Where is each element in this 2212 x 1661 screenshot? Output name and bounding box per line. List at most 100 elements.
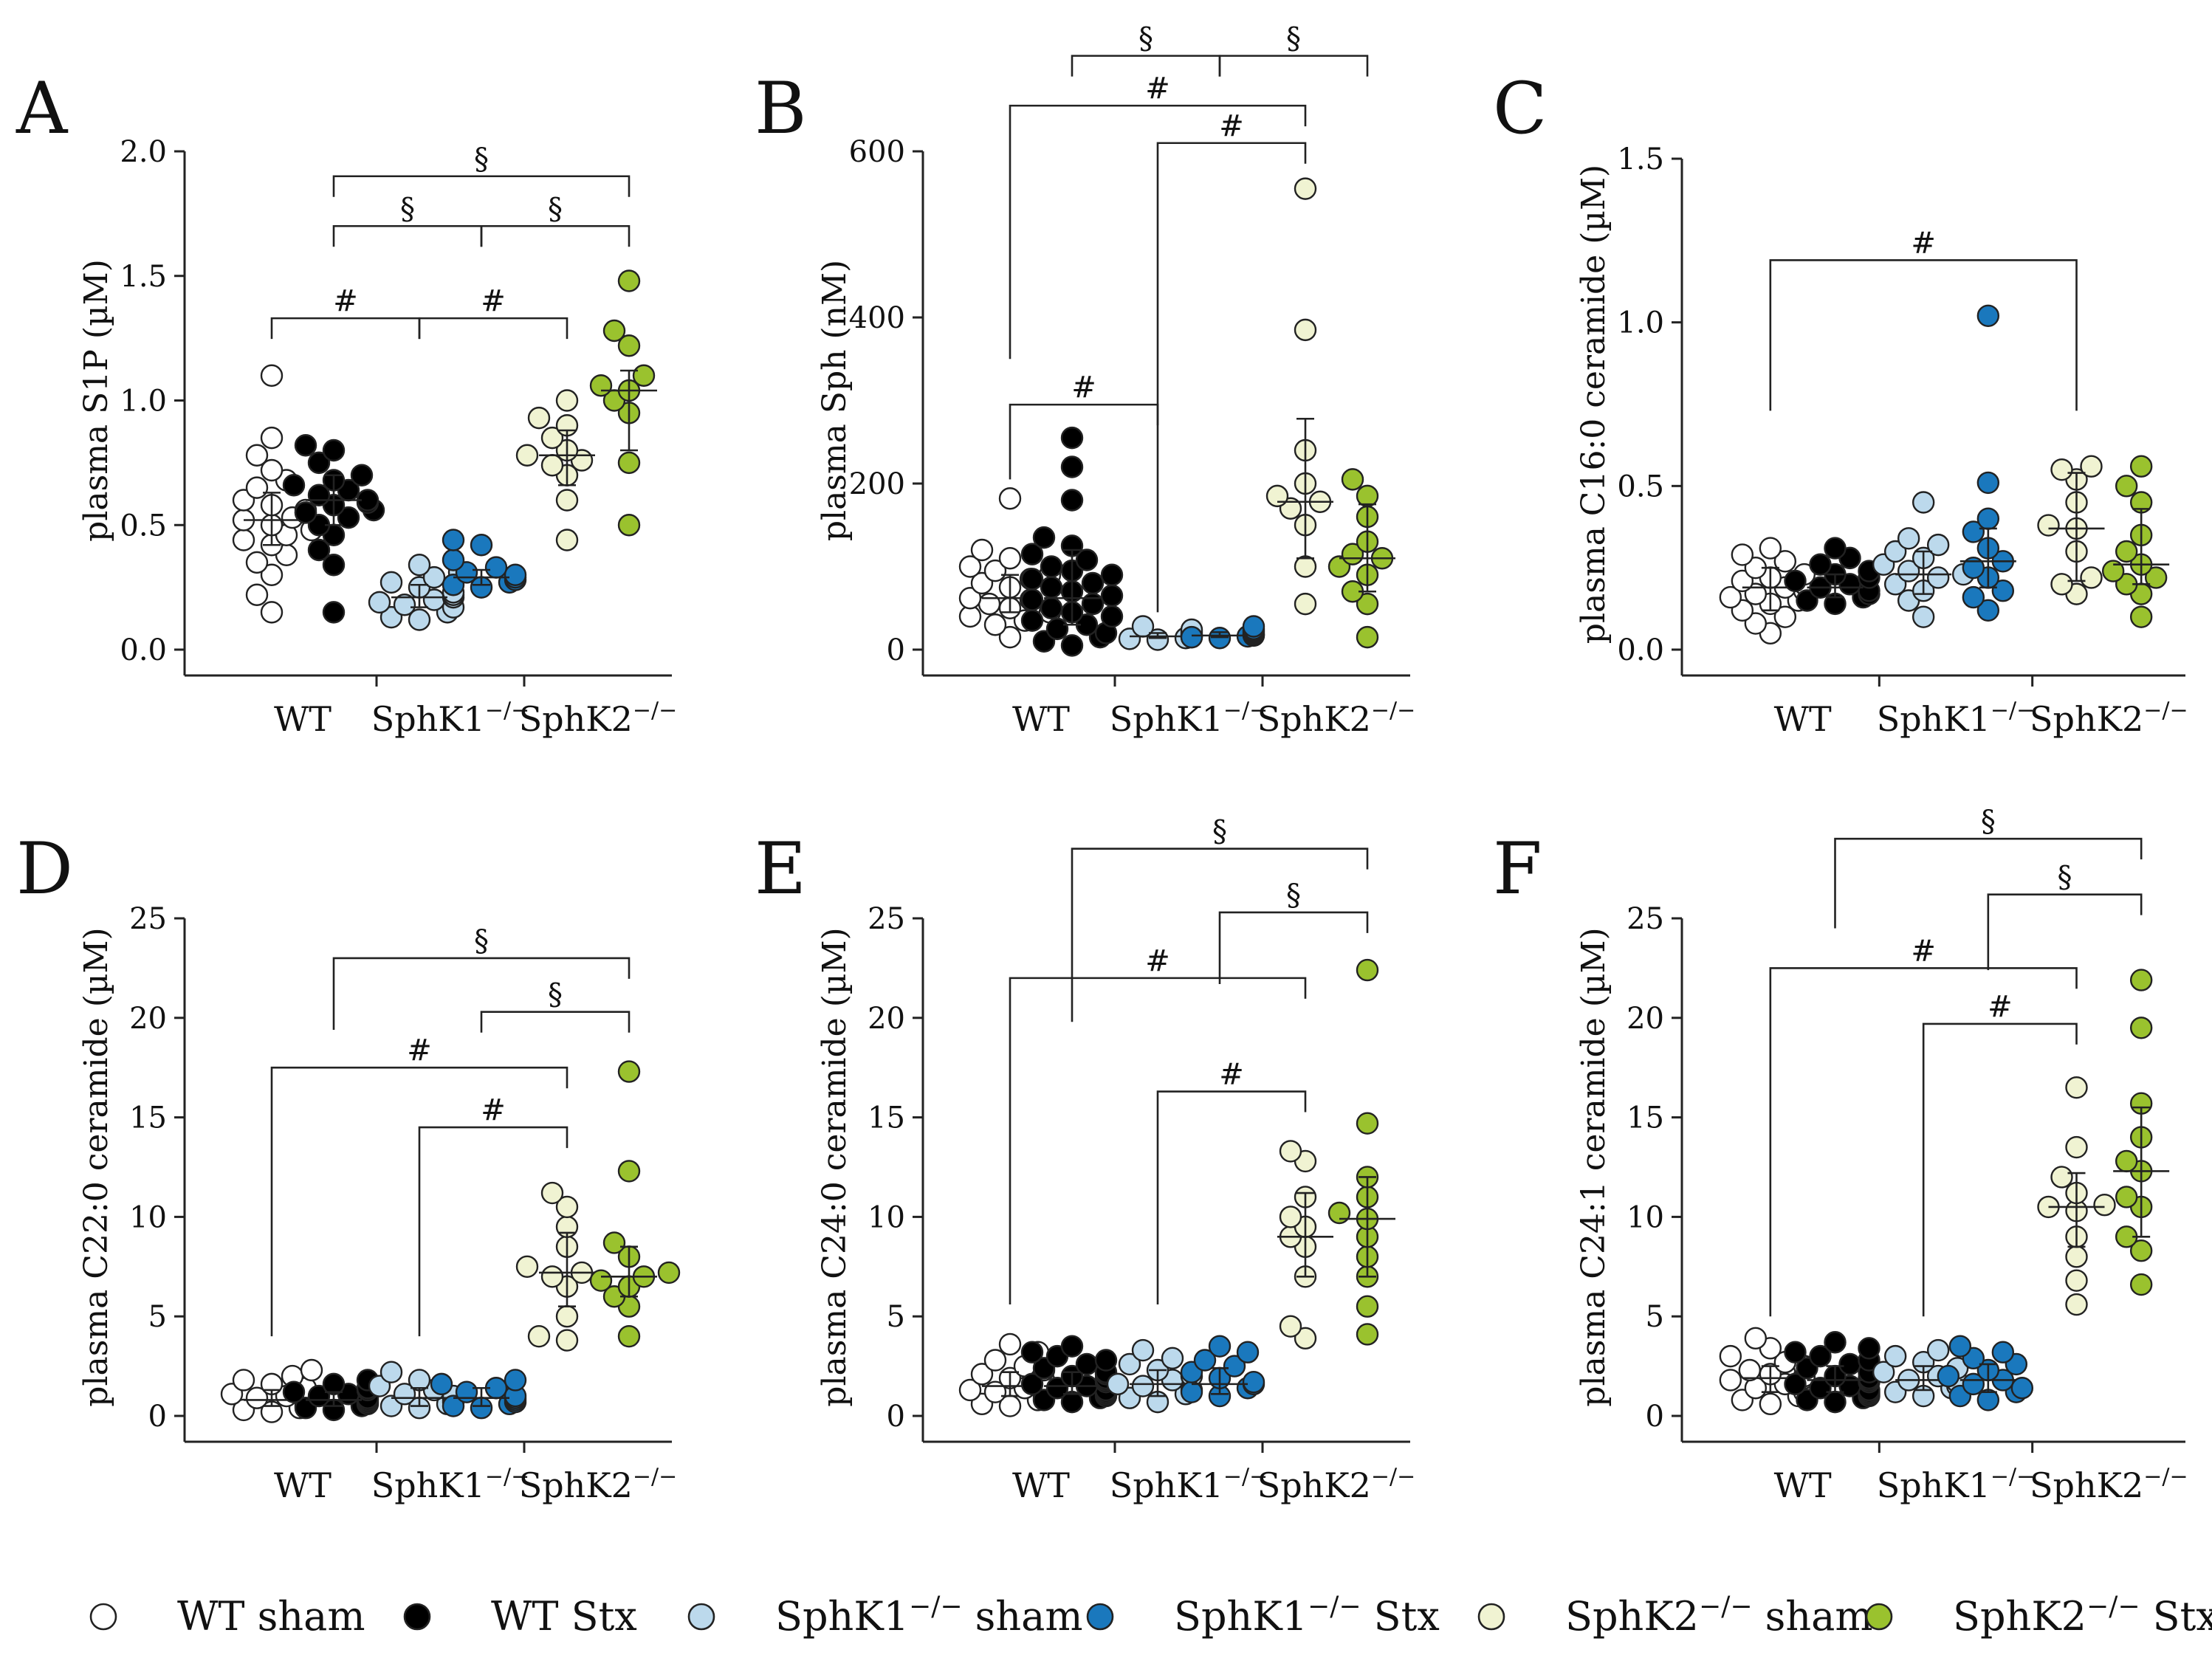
data-point xyxy=(1060,1335,1084,1358)
data-point xyxy=(1784,1341,1807,1363)
data-point xyxy=(1242,615,1265,638)
data-point xyxy=(1948,1335,1972,1358)
series-sphk2-sham xyxy=(2037,1076,2116,1316)
category-label: SphK1−/− xyxy=(371,1464,530,1505)
data-point xyxy=(1327,1201,1351,1225)
data-point xyxy=(2115,540,2138,563)
data-point xyxy=(1883,1344,1907,1368)
data-point xyxy=(1294,1327,1317,1350)
data-point xyxy=(1193,1349,1217,1372)
significance-bracket xyxy=(1156,142,1307,613)
significance-bracket xyxy=(1218,911,1369,984)
significance-bracket xyxy=(1156,1090,1307,1305)
data-point xyxy=(2037,514,2060,537)
series-wt-stx xyxy=(282,434,385,624)
significance-bracket xyxy=(270,1066,569,1337)
data-point xyxy=(260,563,284,586)
data-point xyxy=(1796,589,1818,612)
significance-label: § xyxy=(400,192,415,226)
data-point xyxy=(1744,1327,1768,1350)
significance-bracket xyxy=(332,224,483,247)
data-point xyxy=(1180,625,1203,649)
data-point xyxy=(2050,573,2073,596)
panel-letter: C xyxy=(1493,67,1547,150)
data-point xyxy=(1731,543,1754,566)
data-point xyxy=(1032,526,1056,549)
data-point xyxy=(245,444,269,467)
data-point xyxy=(2093,1194,2116,1217)
data-point xyxy=(1341,468,1364,491)
category-label: WT xyxy=(1012,1465,1070,1505)
data-point xyxy=(2065,1076,2088,1099)
data-point xyxy=(245,583,269,606)
category-label: SphK2−/− xyxy=(1257,1464,1416,1505)
significance-bracket xyxy=(418,1126,569,1337)
y-tick-label: 200 xyxy=(849,467,905,501)
category-label: WT xyxy=(274,699,332,739)
series-sphk2-sham xyxy=(1277,1140,1333,1350)
data-point xyxy=(1060,489,1084,512)
data-point xyxy=(2065,1135,2088,1159)
series-sphk2-stx xyxy=(2113,969,2170,1296)
data-point xyxy=(1161,1347,1184,1370)
legend-marker xyxy=(1086,1603,1114,1631)
significance-label: § xyxy=(1138,22,1153,56)
legend-item: SphK1−/− Stx xyxy=(1086,1592,1440,1640)
significance-bracket xyxy=(1009,977,1307,1305)
y-axis-label: plasma Sph (nM) xyxy=(816,260,853,541)
significance-bracket xyxy=(480,224,631,247)
data-point xyxy=(1759,1392,1782,1416)
panel-b: B 0 200 400 600 plasma Sph (nM) WT SphK1−/−SphK… xyxy=(755,22,1415,739)
data-point xyxy=(1020,543,1044,565)
data-point xyxy=(1991,1341,2015,1363)
series-sphk2-stx xyxy=(589,1060,681,1348)
data-point xyxy=(602,319,626,343)
data-point xyxy=(1294,592,1317,616)
series-sphk2-sham xyxy=(1265,177,1333,616)
data-point xyxy=(527,406,551,430)
data-point xyxy=(1223,1355,1246,1378)
y-tick-label: 15 xyxy=(1627,1101,1664,1135)
data-point xyxy=(2129,969,2153,991)
significance-label: § xyxy=(548,978,563,1012)
data-point xyxy=(1784,569,1807,593)
data-point xyxy=(245,551,269,574)
data-point xyxy=(1883,540,1907,563)
data-point xyxy=(1926,1338,1950,1362)
data-point xyxy=(1809,1344,1832,1368)
data-point xyxy=(2129,1239,2153,1262)
data-point xyxy=(1279,1206,1302,1228)
data-point xyxy=(1824,1331,1847,1354)
legend-item: SphK1−/− sham xyxy=(687,1592,1083,1640)
data-point xyxy=(1976,507,2000,530)
data-point xyxy=(2065,1293,2088,1316)
data-point xyxy=(379,571,403,594)
data-point xyxy=(1100,584,1124,608)
significance-label: # xyxy=(481,284,506,318)
panel-letter: F xyxy=(1493,828,1542,910)
data-point xyxy=(1265,484,1289,508)
panel-letter: A xyxy=(16,67,69,150)
panel-letter: E xyxy=(755,828,806,910)
legend-label: SphK1−/− sham xyxy=(775,1592,1083,1640)
data-point xyxy=(1356,1295,1379,1318)
category-label: SphK1−/− xyxy=(1110,1464,1268,1505)
data-point xyxy=(555,529,579,551)
data-point xyxy=(617,451,641,475)
y-tick-label: 15 xyxy=(129,1101,167,1135)
legend-label: WT Stx xyxy=(491,1593,637,1640)
data-point xyxy=(1081,571,1105,595)
data-point xyxy=(2080,566,2103,589)
significance-label: § xyxy=(1286,878,1301,912)
legend-label: SphK2−/− Stx xyxy=(1953,1592,2212,1640)
data-point xyxy=(1040,596,1063,619)
significance-label: # xyxy=(1145,944,1170,978)
data-point xyxy=(589,374,613,397)
y-tick-label: 0.5 xyxy=(1617,470,1664,503)
significance-label: § xyxy=(1286,22,1301,56)
significance-label: # xyxy=(1911,226,1936,260)
panel-d: D 0 5 10 15 20 25 plasma C22:0 ceramide (µM) WT S… xyxy=(16,828,681,1505)
data-point xyxy=(1912,491,1935,514)
significance-bracket xyxy=(418,317,569,340)
y-tick-label: 0.5 xyxy=(120,509,167,543)
